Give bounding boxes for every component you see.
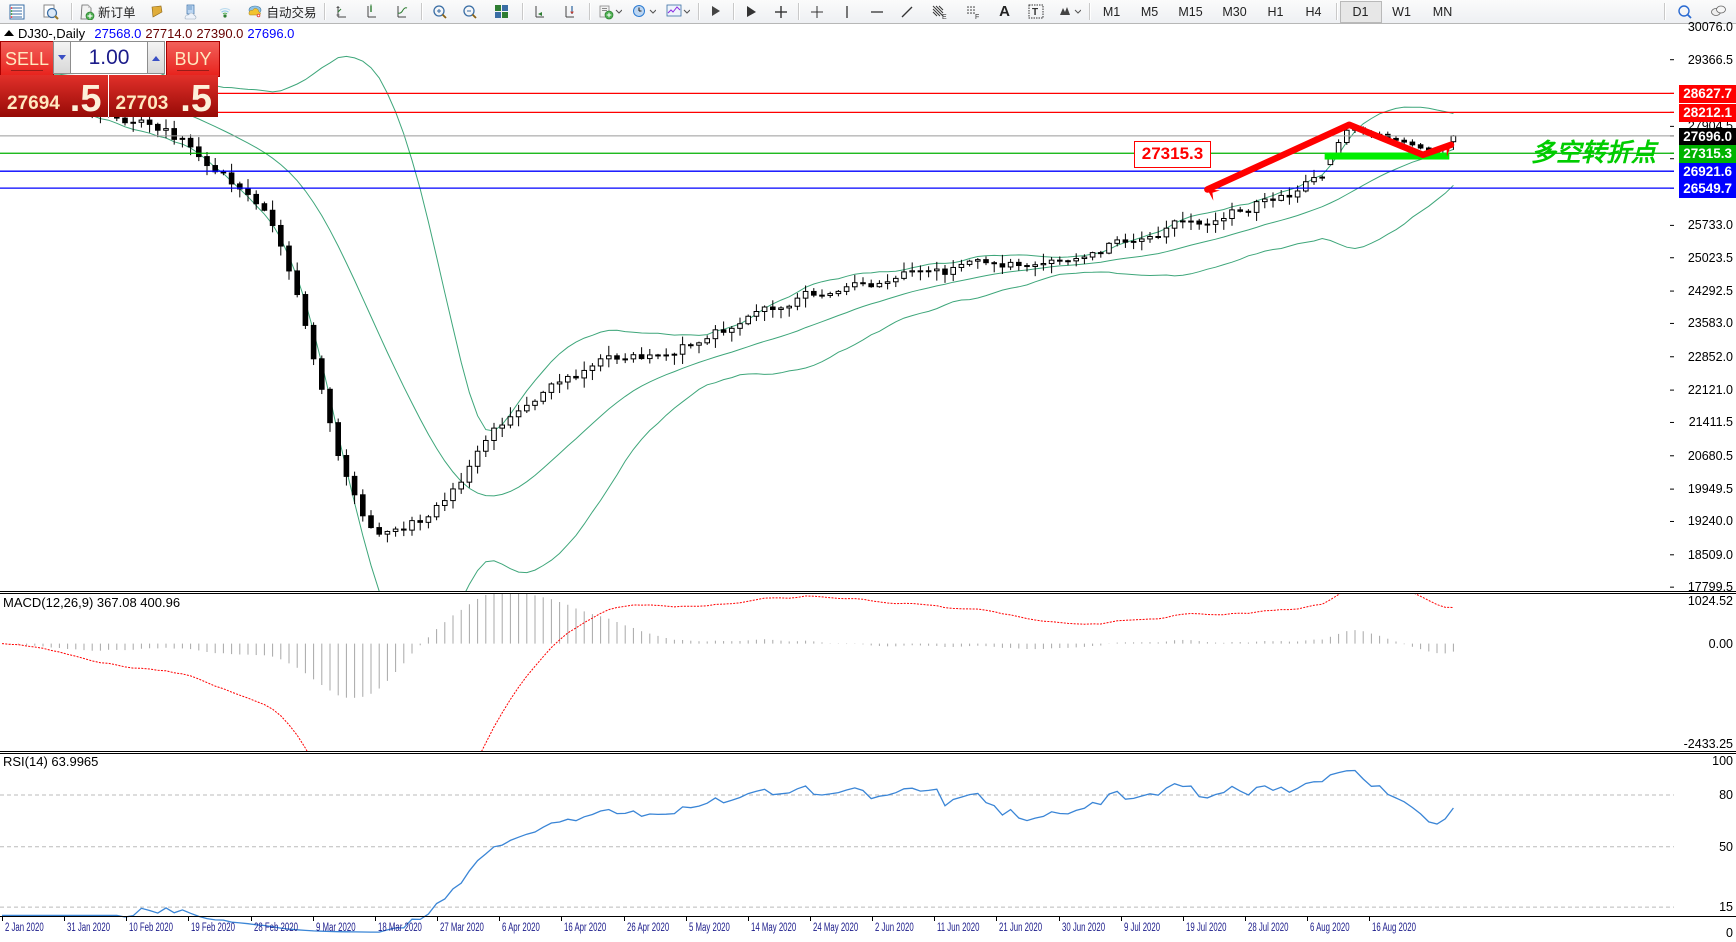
svg-text:F: F — [975, 14, 979, 20]
svg-text:多空转折点: 多空转折点 — [1531, 139, 1659, 167]
svg-text:E: E — [942, 14, 947, 20]
svg-text:T: T — [1032, 7, 1038, 18]
